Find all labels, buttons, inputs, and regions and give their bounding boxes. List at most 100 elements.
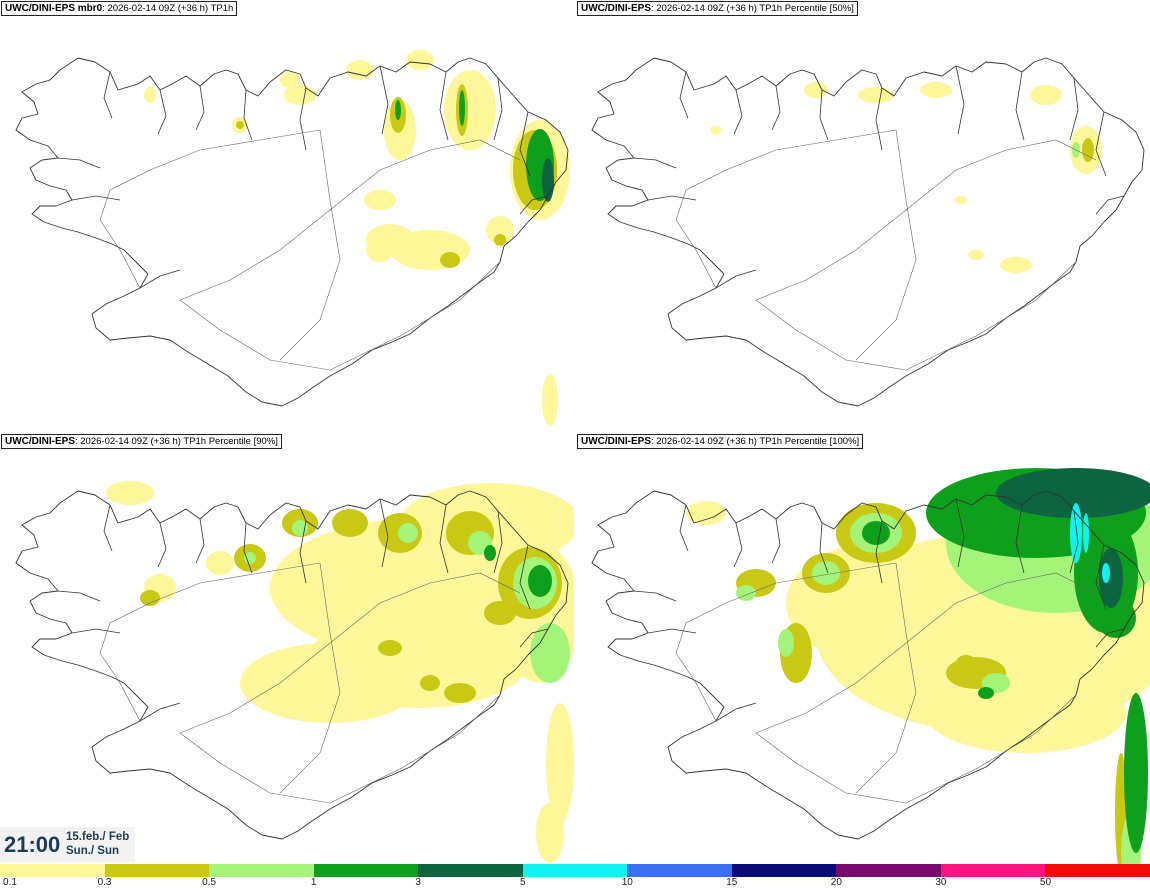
legend-swatch xyxy=(522,864,628,877)
valid-date-line1: 15.feb./ Feb xyxy=(66,831,130,843)
precip-contour xyxy=(968,250,984,260)
fjord-line xyxy=(633,590,677,602)
precip-contour xyxy=(920,82,952,98)
boundary-line xyxy=(755,572,1097,734)
precip-field xyxy=(710,82,1102,273)
precip-contour xyxy=(459,90,465,126)
precip-contour xyxy=(546,703,574,823)
fjord-line xyxy=(647,628,697,634)
fjord-line xyxy=(439,71,449,141)
map-panel-p90: UWC/DINI-EPS: 2026-02-14 09Z (+36 h) TP1… xyxy=(0,433,574,865)
legend-swatch xyxy=(104,864,210,877)
legend-label: 30 xyxy=(935,877,947,888)
precip-contour xyxy=(440,252,460,268)
legend-label: 0.1 xyxy=(3,877,17,888)
fjord-line xyxy=(139,702,181,722)
precip-map xyxy=(15,50,570,426)
fjord-line xyxy=(1095,544,1107,610)
fjord-line xyxy=(679,71,689,119)
fjord-line xyxy=(955,65,965,135)
fjord-line xyxy=(103,71,113,119)
fjord-line xyxy=(519,195,549,215)
precip-contour xyxy=(240,643,420,723)
boundary-line xyxy=(99,129,321,289)
fjord-line xyxy=(633,157,677,169)
fjord-line xyxy=(1095,111,1107,177)
legend-label: 0.3 xyxy=(97,877,112,888)
precip-field xyxy=(106,481,574,863)
precip-contour xyxy=(1102,563,1110,583)
map-panel-p100: UWC/DINI-EPS: 2026-02-14 09Z (+36 h) TP1… xyxy=(576,433,1150,865)
precip-contour xyxy=(1030,85,1062,105)
precip-contour xyxy=(778,629,794,657)
precip-contour xyxy=(956,655,976,671)
fjord-line xyxy=(875,87,883,151)
legend-swatch xyxy=(418,864,523,877)
precip-contour xyxy=(804,82,828,98)
coastline-iceland xyxy=(15,57,569,407)
legend-label: 50 xyxy=(1039,877,1052,888)
precip-contour xyxy=(346,60,374,80)
panel-title: UWC/DINI-EPS mbr0: 2026-02-14 09Z (+36 h… xyxy=(1,1,238,16)
precip-contour xyxy=(1124,693,1148,853)
fjord-line xyxy=(493,77,503,141)
boundary-line xyxy=(675,129,897,289)
fjord-line xyxy=(1095,195,1125,215)
fjord-line xyxy=(157,89,167,135)
panel-title: UWC/DINI-EPS: 2026-02-14 09Z (+36 h) TP1… xyxy=(1,434,282,449)
fjord-line xyxy=(299,87,307,151)
panel-divider xyxy=(574,0,576,866)
legend-label: 20 xyxy=(830,877,842,888)
fjord-line xyxy=(715,269,757,289)
precip-contour xyxy=(1082,138,1094,162)
boundary-line xyxy=(279,562,341,794)
valid-time-box: 21:00 15.feb./ Feb Sun./ Sun xyxy=(0,827,135,862)
precip-contour xyxy=(332,509,368,537)
boundary-line xyxy=(179,261,501,371)
fjord-line xyxy=(733,89,743,135)
legend-swatch xyxy=(209,864,314,877)
legend-colorbar xyxy=(0,864,1150,877)
legend-label: 15 xyxy=(726,877,738,888)
precip-contour xyxy=(996,468,1150,518)
precip-field xyxy=(686,468,1150,865)
precip-contour xyxy=(398,523,418,543)
fjord-line xyxy=(679,504,689,552)
precip-contour xyxy=(1070,503,1082,563)
precip-contour xyxy=(140,590,160,606)
legend-label: 1 xyxy=(310,877,317,888)
valid-date: 15.feb./ Feb Sun./ Sun xyxy=(66,830,129,858)
precip-contour xyxy=(494,234,506,246)
precip-contour xyxy=(420,675,440,691)
legend-swatch xyxy=(313,864,419,877)
fjord-line xyxy=(819,89,829,141)
fjord-line xyxy=(71,195,121,201)
fjord-line xyxy=(379,498,389,568)
precip-contour xyxy=(378,640,402,656)
precip-contour xyxy=(528,565,552,597)
fjord-line xyxy=(299,520,307,584)
boundary-line xyxy=(855,562,917,794)
coastline-iceland xyxy=(15,490,569,840)
fjord-line xyxy=(139,269,181,289)
precip-contour xyxy=(484,545,496,561)
precip-contour xyxy=(710,126,722,134)
precip-contour xyxy=(244,552,256,564)
precip-contour xyxy=(530,623,570,683)
fjord-line xyxy=(1069,77,1079,141)
boundary-line xyxy=(179,572,521,734)
precip-contour xyxy=(686,501,726,525)
fjord-line xyxy=(195,518,205,564)
precip-map xyxy=(591,57,1145,407)
boundary-line xyxy=(279,129,341,361)
fjord-line xyxy=(439,504,449,574)
boundary-line xyxy=(99,562,321,722)
boundary-line xyxy=(755,694,1077,804)
fjord-line xyxy=(57,590,101,602)
boundary-line xyxy=(179,139,521,301)
panel-title: UWC/DINI-EPS: 2026-02-14 09Z (+36 h) TP1… xyxy=(577,434,864,449)
legend-label: 3 xyxy=(415,877,421,888)
coastline-iceland xyxy=(591,57,1145,407)
precip-contour xyxy=(106,481,154,505)
precip-contour xyxy=(955,196,967,204)
